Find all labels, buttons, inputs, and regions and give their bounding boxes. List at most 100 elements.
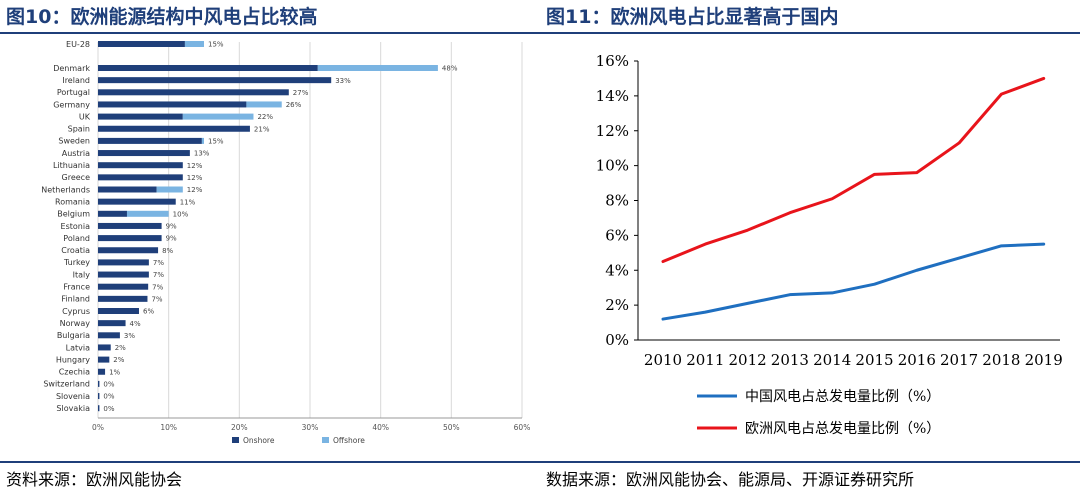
y-tick-label: 4% bbox=[605, 261, 629, 279]
bar-offshore bbox=[246, 101, 282, 108]
bar-onshore bbox=[98, 405, 100, 412]
category-label: Spain bbox=[68, 125, 90, 134]
category-label: Austria bbox=[62, 149, 90, 158]
legend-label: 中国风电占总发电量比例（%） bbox=[745, 389, 940, 405]
y-tick-label: 8% bbox=[605, 192, 629, 210]
y-tick-label: 10% bbox=[596, 157, 629, 175]
legend-label: Offshore bbox=[333, 436, 365, 445]
bar-onshore bbox=[98, 125, 250, 132]
legend-swatch-offshore bbox=[322, 437, 329, 443]
category-label: Latvia bbox=[66, 343, 90, 352]
series-line-europe bbox=[661, 76, 1046, 264]
x-tick-label: 2011 bbox=[686, 351, 724, 369]
category-label: Romania bbox=[55, 197, 90, 206]
bar-onshore bbox=[98, 174, 183, 181]
bar-onshore bbox=[98, 295, 148, 302]
bar-onshore bbox=[98, 162, 183, 169]
value-label: 27% bbox=[293, 89, 309, 97]
x-tick-label: 40% bbox=[372, 423, 389, 432]
bar-onshore bbox=[98, 150, 190, 157]
x-tick-label: 2015 bbox=[855, 351, 893, 369]
bar-onshore bbox=[98, 77, 332, 84]
bar-onshore bbox=[98, 235, 162, 242]
value-label: 10% bbox=[173, 210, 189, 218]
value-label: 22% bbox=[257, 113, 273, 121]
bar-onshore bbox=[98, 89, 289, 96]
category-label: Czechia bbox=[59, 368, 90, 377]
x-tick-label: 2016 bbox=[898, 351, 936, 369]
x-tick-label: 20% bbox=[231, 423, 248, 432]
category-label: Slovakia bbox=[56, 404, 90, 413]
bar-onshore bbox=[98, 65, 318, 71]
value-label: 11% bbox=[180, 198, 196, 206]
category-label: Netherlands bbox=[41, 185, 90, 194]
bar-onshore bbox=[98, 137, 202, 144]
right-title-rule bbox=[540, 32, 1080, 34]
category-label: Estonia bbox=[61, 222, 91, 231]
category-label: France bbox=[63, 283, 90, 292]
category-label: Switzerland bbox=[43, 380, 90, 389]
bar-onshore bbox=[98, 344, 111, 351]
bar-onshore bbox=[98, 283, 149, 290]
bar-onshore bbox=[98, 320, 126, 327]
right-source-rule bbox=[540, 461, 1080, 463]
legend-swatch-onshore bbox=[232, 437, 239, 443]
category-label: Ireland bbox=[62, 76, 90, 85]
series-line-china bbox=[661, 242, 1046, 321]
value-label: 0% bbox=[103, 393, 114, 401]
category-label: Poland bbox=[63, 234, 90, 243]
x-tick-label: 30% bbox=[302, 423, 319, 432]
value-label: 12% bbox=[187, 174, 203, 182]
category-label: Belgium bbox=[57, 210, 90, 219]
bar-onshore bbox=[98, 210, 127, 217]
category-label: Finland bbox=[61, 295, 90, 304]
legend-label: 欧洲风电占总发电量比例（%） bbox=[745, 421, 940, 437]
x-tick-label: 2013 bbox=[771, 351, 809, 369]
value-label: 7% bbox=[152, 283, 163, 291]
y-tick-label: 16% bbox=[596, 52, 629, 70]
x-tick-label: 2019 bbox=[1025, 351, 1063, 369]
category-label: Lithuania bbox=[53, 161, 90, 170]
x-tick-label: 2018 bbox=[982, 351, 1020, 369]
bar-onshore bbox=[98, 308, 139, 314]
value-label: 3% bbox=[124, 332, 135, 340]
category-label: Turkey bbox=[63, 258, 90, 267]
left-source-rule bbox=[0, 461, 540, 463]
right-source-note: 数据来源：欧洲风能协会、能源局、开源证券研究所 bbox=[546, 470, 915, 489]
value-label: 0% bbox=[103, 381, 114, 389]
bar-offshore bbox=[182, 113, 254, 120]
x-tick-label: 2012 bbox=[729, 351, 767, 369]
value-label: 48% bbox=[442, 65, 458, 73]
bar-offshore bbox=[317, 65, 438, 71]
bar-onshore bbox=[98, 41, 185, 47]
category-label: Bulgaria bbox=[57, 331, 90, 340]
y-tick-label: 14% bbox=[596, 87, 629, 105]
x-tick-label: 2017 bbox=[940, 351, 978, 369]
category-label: Croatia bbox=[61, 246, 90, 255]
bar-chart: 0% 10% 20% 30% 40% 50% 60% EU-28 15% Denmark 48% Ir… bbox=[41, 40, 530, 445]
category-label: Norway bbox=[60, 319, 91, 328]
y-tick-label: 0% bbox=[605, 331, 629, 349]
bar-onshore bbox=[98, 113, 183, 120]
value-label: 12% bbox=[187, 186, 203, 194]
bar-onshore bbox=[98, 186, 157, 193]
value-label: 9% bbox=[166, 235, 177, 243]
x-tick-label: 2010 bbox=[644, 351, 682, 369]
bar-offshore bbox=[126, 210, 169, 217]
x-tick-label: 0% bbox=[92, 423, 104, 432]
y-tick-label: 2% bbox=[605, 296, 629, 314]
x-tick-label: 10% bbox=[160, 423, 177, 432]
left-source-note: 资料来源：欧洲风能协会 bbox=[6, 470, 183, 489]
bar-onshore bbox=[98, 259, 149, 266]
value-label: 7% bbox=[153, 271, 164, 279]
bar-onshore bbox=[98, 271, 149, 278]
value-label: 2% bbox=[115, 344, 126, 352]
left-figure-panel: 图10：欧洲能源结构中风电占比较高 0% 10% 20% 30% 40% 50% 60% EU… bbox=[0, 6, 540, 489]
value-label: 21% bbox=[254, 125, 270, 133]
bar-onshore bbox=[98, 393, 100, 400]
category-label: Greece bbox=[62, 173, 91, 182]
bar-onshore bbox=[98, 368, 106, 375]
bar-onshore bbox=[98, 222, 162, 229]
bar-onshore bbox=[98, 356, 110, 363]
bar-onshore bbox=[98, 198, 176, 205]
